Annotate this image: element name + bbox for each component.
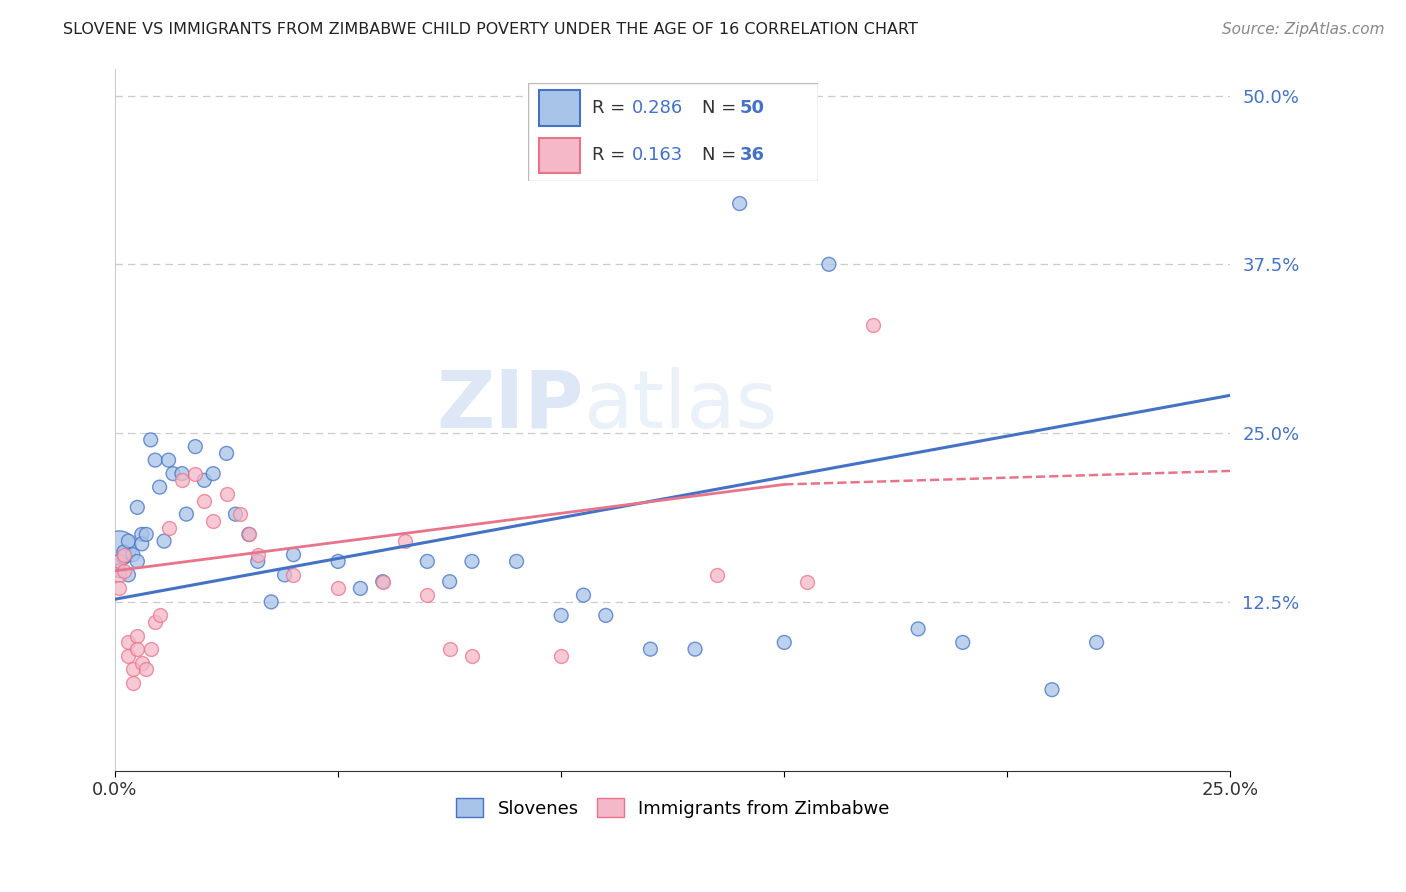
Point [117,635,139,649]
Point [728,196,751,211]
Point [108,568,131,582]
Point [112,548,135,562]
Point [215,446,238,460]
Point [157,521,180,535]
Point [127,642,149,657]
Point [1085,635,1108,649]
Point [184,467,207,481]
Point [139,642,162,657]
Point [326,582,349,596]
Point [112,564,135,578]
Point [371,574,394,589]
Point [121,548,143,562]
Point [439,642,461,657]
Point [184,440,207,454]
Point [153,534,176,549]
Text: Source: ZipAtlas.com: Source: ZipAtlas.com [1222,22,1385,37]
Point [127,500,149,515]
Point [143,615,166,629]
Point [238,527,260,541]
Point [224,507,246,521]
Point [202,467,225,481]
Point [170,467,193,481]
Point [349,582,371,596]
Point [176,507,198,521]
Point [108,541,131,555]
Point [108,554,131,568]
Point [117,534,139,549]
Point [215,487,238,501]
Point [796,574,818,589]
Point [193,474,215,488]
Point [439,574,461,589]
Point [461,554,484,568]
Point [683,642,706,657]
Point [818,257,841,271]
Point [550,648,572,663]
Point [157,453,180,467]
Point [640,642,662,657]
Point [371,574,394,589]
Point [773,635,796,649]
Point [260,595,283,609]
Point [131,537,153,551]
Point [706,568,728,582]
Text: SLOVENE VS IMMIGRANTS FROM ZIMBABWE CHILD POVERTY UNDER THE AGE OF 16 CORRELATIO: SLOVENE VS IMMIGRANTS FROM ZIMBABWE CHIL… [63,22,918,37]
Point [862,318,884,332]
Point [135,527,157,541]
Point [121,662,143,676]
Point [416,554,439,568]
Point [246,548,269,562]
Point [117,568,139,582]
Legend: Slovenes, Immigrants from Zimbabwe: Slovenes, Immigrants from Zimbabwe [449,791,897,825]
Point [283,548,305,562]
Point [112,545,135,559]
Point [238,527,260,541]
Point [108,582,131,596]
Point [143,453,166,467]
Point [149,608,172,623]
Point [326,554,349,568]
Point [907,622,929,636]
Point [108,564,131,578]
Point [1040,682,1063,697]
Point [952,635,974,649]
Point [416,588,439,602]
Point [572,588,595,602]
Point [149,480,172,494]
Point [283,568,305,582]
Point [170,474,193,488]
Point [550,608,572,623]
Point [117,648,139,663]
Point [112,550,135,565]
Point [139,433,162,447]
Text: atlas: atlas [583,367,778,444]
Point [394,534,416,549]
Point [273,568,295,582]
Point [131,527,153,541]
Point [121,676,143,690]
Point [135,662,157,676]
Point [193,493,215,508]
Point [127,554,149,568]
Point [131,656,153,670]
Point [595,608,617,623]
Point [162,467,184,481]
Point [108,554,131,568]
Point [229,507,252,521]
Point [461,648,484,663]
Text: ZIP: ZIP [436,367,583,444]
Point [202,514,225,528]
Point [246,554,269,568]
Point [127,629,149,643]
Point [505,554,527,568]
